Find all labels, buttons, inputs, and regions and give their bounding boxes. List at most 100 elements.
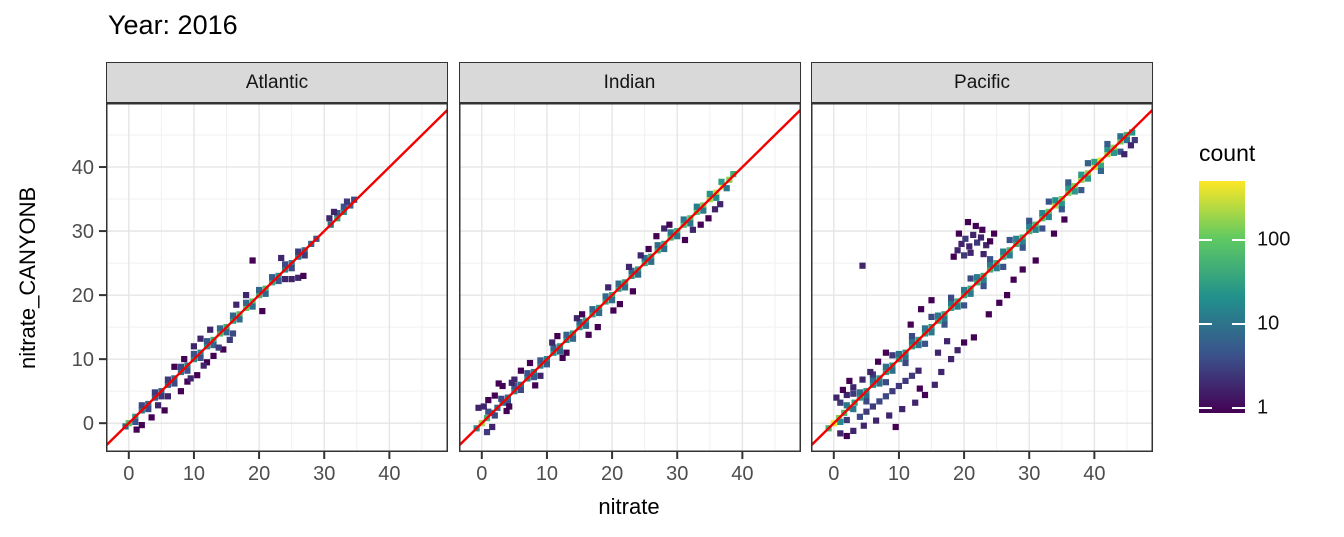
bin xyxy=(980,277,987,285)
bin xyxy=(729,171,736,178)
bin xyxy=(1032,257,1039,264)
x-tick-label: 30 xyxy=(313,463,335,485)
bin xyxy=(559,354,566,361)
bin xyxy=(869,376,876,383)
bin xyxy=(216,325,224,332)
facet-strip-label: Atlantic xyxy=(245,71,309,93)
bin xyxy=(562,331,570,338)
bin xyxy=(262,290,269,297)
bin xyxy=(860,422,867,429)
gridlines xyxy=(811,103,1153,452)
bin xyxy=(1004,292,1011,299)
bin xyxy=(1110,149,1117,156)
bin xyxy=(288,265,295,272)
bin xyxy=(1117,133,1124,140)
bin xyxy=(987,256,994,263)
bin xyxy=(197,335,204,342)
bin xyxy=(954,247,961,254)
bin xyxy=(889,352,896,359)
bin xyxy=(993,265,1000,272)
bin xyxy=(503,407,510,415)
bin xyxy=(530,374,537,381)
bin xyxy=(1123,137,1130,144)
bin xyxy=(907,321,914,328)
bin xyxy=(1019,244,1026,251)
bin xyxy=(706,190,713,197)
bin xyxy=(961,302,968,309)
bin xyxy=(1058,206,1065,213)
y-tick-label: 40 xyxy=(72,157,94,179)
bin xyxy=(850,384,857,391)
bin xyxy=(652,233,659,240)
bin xyxy=(608,297,615,304)
bin xyxy=(928,297,935,304)
bin xyxy=(856,413,863,420)
bin xyxy=(660,245,667,253)
bin xyxy=(967,290,974,297)
bin xyxy=(667,229,674,236)
bin xyxy=(609,307,616,314)
bin xyxy=(229,312,237,319)
bin xyxy=(582,322,589,329)
bin xyxy=(161,407,168,414)
bin xyxy=(233,301,240,308)
bin xyxy=(928,313,935,320)
legend-tick-label: 1 xyxy=(1257,396,1269,419)
x-tick-label: 10 xyxy=(183,463,205,485)
bin xyxy=(859,376,866,383)
bin xyxy=(645,245,652,253)
facet-strip-label: Pacific xyxy=(954,71,1010,93)
bin xyxy=(1084,175,1091,182)
bin xyxy=(177,388,184,395)
bin xyxy=(850,390,857,397)
bin xyxy=(1078,171,1085,178)
x-tick-label: 10 xyxy=(888,463,910,485)
legend-tick-mark xyxy=(1199,406,1212,409)
bin xyxy=(889,388,896,395)
x-tick-label: 40 xyxy=(1083,463,1105,485)
bin xyxy=(837,418,844,425)
bin xyxy=(889,367,896,374)
bin xyxy=(1084,160,1091,167)
bin xyxy=(207,326,214,333)
bin xyxy=(680,216,687,223)
bin xyxy=(480,403,487,410)
bin xyxy=(243,292,250,299)
bin xyxy=(181,356,188,363)
bin xyxy=(145,406,152,413)
bin xyxy=(856,389,863,396)
bin xyxy=(693,203,700,210)
bin xyxy=(210,352,217,359)
bin xyxy=(1039,210,1046,217)
x-tick-label: 30 xyxy=(1018,463,1040,485)
bin xyxy=(602,293,609,300)
bin xyxy=(843,391,850,399)
bin xyxy=(948,356,955,363)
x-axis-title: nitrate xyxy=(598,494,660,519)
x-tick-label: 0 xyxy=(476,463,487,485)
bin xyxy=(190,350,197,358)
bin xyxy=(1104,146,1111,153)
bin xyxy=(915,342,922,349)
bin xyxy=(523,370,530,377)
bin xyxy=(1013,235,1020,242)
y-tick-label: 10 xyxy=(72,349,94,371)
bin xyxy=(882,349,889,356)
bin xyxy=(1000,248,1007,255)
bin xyxy=(236,316,243,323)
bin xyxy=(908,333,916,340)
bin xyxy=(1131,137,1138,144)
bin xyxy=(686,220,693,227)
bin xyxy=(585,331,592,338)
y-tick-label: 0 xyxy=(83,413,94,435)
bin xyxy=(961,339,968,346)
bin xyxy=(843,416,850,424)
bin xyxy=(931,381,938,388)
bin xyxy=(654,242,661,249)
bin xyxy=(1026,217,1033,224)
bin xyxy=(615,280,622,287)
bin xyxy=(863,408,870,415)
bin xyxy=(504,399,511,406)
plot-title: Year: 2016 xyxy=(108,10,238,40)
bin xyxy=(164,376,171,383)
